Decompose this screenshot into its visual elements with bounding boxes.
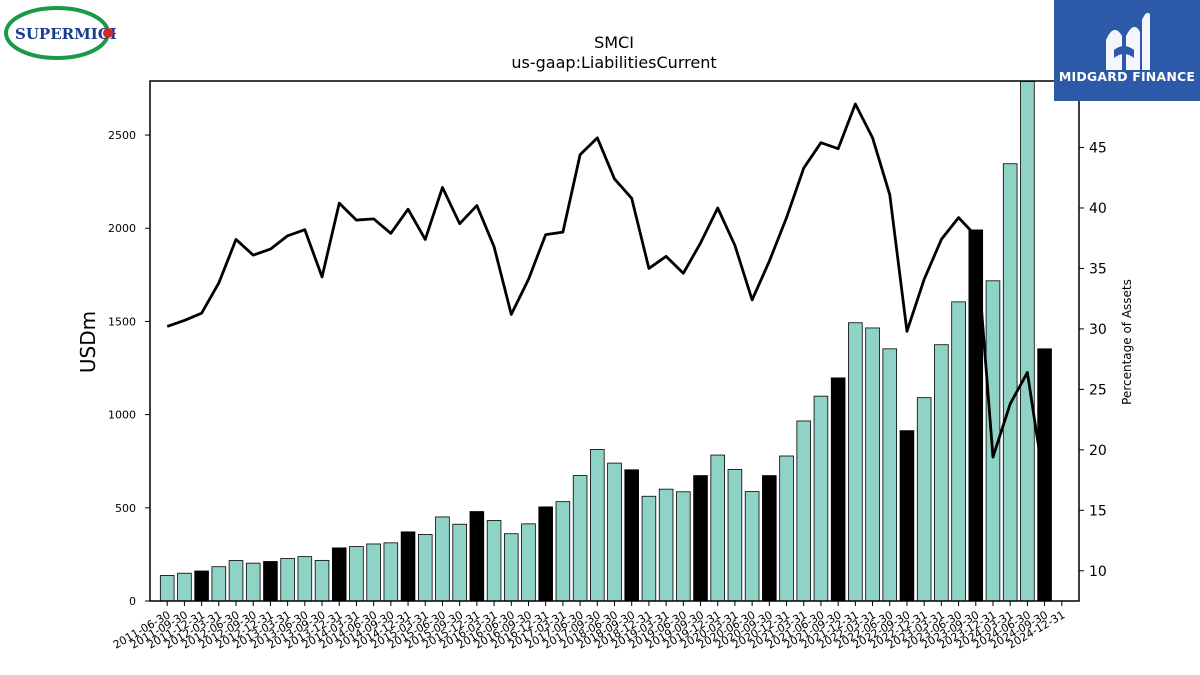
bar-2014-09-30 [383,542,399,602]
bar-2014-06-30 [366,543,381,602]
bar-2020-06-30 [744,491,760,602]
pct-assets-line [166,102,1046,487]
y-axis-label: USDm [76,311,100,373]
bar-2011-06-30 [159,575,175,602]
y2-tick-label: 45 [1089,141,1107,157]
bar-2011-09-30 [177,572,192,602]
bar-2024-03-31 [1002,163,1018,602]
y-tick-label: 2500 [108,129,136,142]
supermicro-logo: SUPERMICR [4,6,123,62]
y2-tick-label: 40 [1089,201,1107,217]
bar-2012-09-30 [245,562,261,602]
bar-2011-12-31 [194,570,209,602]
bar-2015-03-31 [417,534,433,602]
bar-2012-03-31 [211,566,227,602]
bar-2015-12-31 [469,511,485,602]
bar-2024-06-30 [1020,80,1035,602]
y2-tick-label: 20 [1089,443,1107,459]
bar-2022-06-30 [882,348,898,602]
bar-2016-09-30 [521,523,536,602]
bar-2018-09-30 [624,469,639,602]
axes [145,80,1084,606]
bar-2014-03-31 [349,546,364,602]
bar-2018-12-31 [641,495,657,602]
y2-tick-label: 35 [1089,261,1107,277]
bar-2021-06-30 [813,395,829,602]
bar-2015-06-30 [435,516,450,602]
bar-2020-03-31 [727,469,743,602]
bar-2022-12-31 [916,397,932,602]
line-series [166,102,1046,487]
bar-2013-12-31 [331,547,347,602]
bar-2016-12-31 [538,506,553,602]
bar-2022-09-30 [899,430,915,602]
bar-2017-09-30 [590,449,605,602]
y-tick-label: 500 [115,502,136,515]
bar-2019-12-31 [710,454,726,602]
bar-2012-06-30 [228,560,244,602]
midgard-logo-text: MIDGARD FINANCE [1058,69,1196,84]
y2-tick-label: 25 [1089,382,1107,398]
bar-2013-06-30 [297,556,313,602]
bar-2022-03-31 [865,327,880,602]
y2-tick-label: 30 [1089,322,1107,338]
bar-2021-12-31 [848,322,863,602]
y-tick-label: 1000 [108,409,136,422]
tick-labels: 0500100015002000250010152025303540452011… [108,129,1107,652]
bar-2021-09-30 [830,377,846,602]
bar-2020-09-30 [762,475,777,602]
bar-2024-09-30 [1037,348,1052,602]
bar-2019-09-30 [693,475,708,602]
supermicro-logo-icon: SUPERMICR [4,6,123,60]
bar-2023-03-31 [934,344,949,602]
chart-title: SMCI [594,33,634,52]
bar-2019-03-31 [658,488,674,602]
bar-2020-12-31 [779,455,794,602]
midgard-finance-logo: MIDGARD FINANCE [1054,0,1200,101]
bar-2016-03-31 [486,520,502,602]
bar-2015-09-30 [452,523,467,602]
chart-subtitle: us-gaap:LiabilitiesCurrent [511,53,716,72]
y-tick-label: 2000 [108,222,136,235]
bar-2016-06-30 [503,533,519,602]
y2-tick-label: 10 [1089,564,1107,580]
bar-2013-09-30 [314,559,330,602]
bar-2017-03-31 [555,501,571,602]
bar-2023-06-30 [951,301,966,602]
bar-2013-03-31 [280,558,295,602]
bar-2017-06-30 [572,475,588,602]
bar-2012-12-31 [263,561,278,602]
bar-2014-12-31 [400,531,416,602]
bar-2021-03-31 [796,420,812,602]
y-tick-label: 0 [129,595,136,608]
y2-axis-label: Percentage of Assets [1120,279,1134,405]
bar-2018-06-30 [607,462,622,602]
midgard-logo-icon [1106,12,1150,70]
y2-tick-label: 15 [1089,503,1107,519]
y-tick-label: 1500 [108,315,136,328]
supermicro-logo-text: SUPERMICR [15,25,116,43]
bar-2019-06-30 [676,491,691,602]
